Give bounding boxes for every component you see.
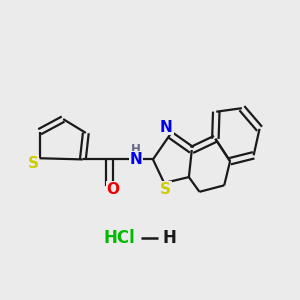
Text: O: O [106, 182, 119, 197]
Text: H: H [162, 229, 176, 247]
Text: N: N [160, 119, 173, 134]
Text: H: H [131, 142, 141, 156]
Text: N: N [130, 152, 142, 167]
Text: S: S [28, 156, 39, 171]
Text: HCl: HCl [103, 229, 135, 247]
Text: S: S [160, 182, 171, 197]
